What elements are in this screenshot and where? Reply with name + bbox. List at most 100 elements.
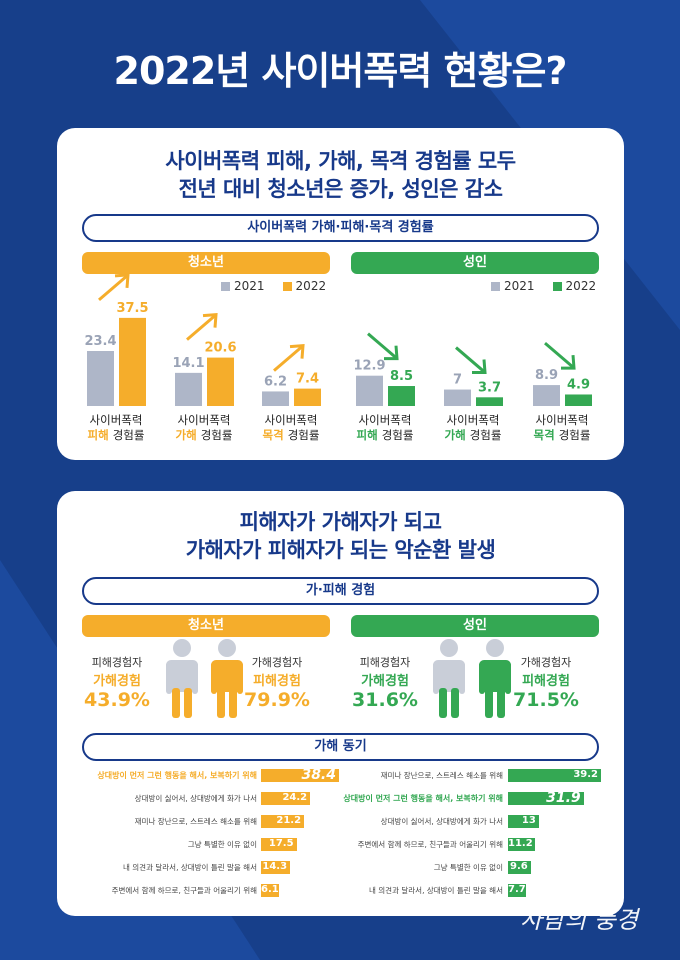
category-label-keyword: 가해 경험률 (176, 428, 233, 442)
value-label-2021: 12.9 (353, 359, 385, 374)
value-label-2022: 3.7 (478, 380, 501, 395)
motive-value: 7.7 (508, 884, 526, 895)
legend-swatch-2022 (552, 281, 562, 291)
legend-label-2021: 2021 (504, 279, 535, 293)
value-label-2022: 7.4 (296, 372, 319, 387)
person-icon (166, 639, 198, 718)
legend-swatch-2021 (491, 281, 500, 291)
motive-value: 13 (521, 815, 536, 826)
category-label-keyword: 가해 경험률 (445, 428, 502, 442)
bar-2021 (533, 385, 560, 406)
cycle-card: 피해자가 가해자가 되고 가해자가 피해자가 되는 악순환 발생 가·피해 경험… (57, 491, 624, 916)
category-label-keyword: 피해 경험률 (88, 428, 145, 442)
value-label-2022: 8.5 (390, 369, 413, 384)
motive-label: 주변에서 함께 하므로, 친구들과 어울리기 위해 (357, 840, 503, 849)
youth-header: 청소년 (82, 252, 330, 274)
motive-bar (261, 815, 305, 828)
motive-pill: 가해 동기 (82, 733, 599, 761)
card1-headline-line1: 사이버폭력 피해, 가해, 목격 경험률 모두 (165, 149, 516, 173)
bar-2022 (476, 397, 503, 406)
category-label: 사이버폭력 (359, 413, 412, 427)
trend-arrow-head (202, 312, 218, 328)
person-icon (433, 639, 465, 718)
category-label: 사이버폭력 (178, 413, 231, 427)
adult-legend: 2021 2022 (491, 279, 596, 293)
pictogram-label: 피해경험자 (359, 656, 411, 669)
motive-label: 주변에서 함께 하므로, 친구들과 어울리기 위해 (111, 886, 257, 895)
bar-2021 (262, 391, 289, 406)
pictogram-sublabel: 가해경험 (93, 674, 141, 689)
motive-bar (508, 815, 539, 828)
motive-label: 상대방이 먼저 그런 행동을 해서, 보복하기 위해 (343, 794, 503, 803)
pictogram-sublabel: 피해경험 (522, 674, 570, 689)
experience-rate-card: 사이버폭력 피해, 가해, 목격 경험률 모두 전년 대비 청소년은 증가, 성… (57, 128, 624, 460)
motive-bar (261, 884, 279, 897)
motive-label: 상대방이 싫어서, 상대방에게 화가 나서 (380, 817, 503, 826)
motive-value: 38.4 (301, 767, 336, 783)
trend-arrow-head (472, 359, 487, 375)
motive-value: 9.6 (510, 861, 528, 872)
motive-label: 내 의견과 달라서, 상대방이 틀린 말을 해서 (123, 863, 257, 872)
category-label-keyword: 피해 경험률 (357, 428, 414, 442)
motive-label: 내 의견과 달라서, 상대방이 틀린 말을 해서 (369, 886, 503, 895)
motive-bar (261, 792, 311, 805)
trend-arrow (544, 341, 574, 369)
pictogram-sublabel: 피해경험 (253, 674, 301, 689)
trend-arrow-head (561, 354, 576, 370)
value-label-2021: 7 (453, 373, 462, 388)
motive-label: 그냥 특별한 이유 없이 (433, 863, 503, 872)
motive-bar (508, 884, 527, 897)
card2-pill: 가·피해 경험 (82, 577, 599, 605)
bar-2022 (119, 317, 146, 406)
card1-pill: 사이버폭력 가해·피해·목격 경험률 (82, 214, 599, 242)
value-label-2021: 8.9 (535, 368, 558, 383)
legend-label-2022: 2022 (295, 279, 327, 293)
bar-2022 (388, 386, 415, 406)
adult-header-2: 성인 (351, 615, 599, 637)
page-title: 2022년 사이버폭력 현황은? (113, 49, 568, 93)
bar-2022 (294, 388, 321, 406)
motive-value: 14.3 (262, 861, 288, 872)
person-icon (211, 639, 243, 718)
motive-label: 상대방이 먼저 그런 행동을 해서, 보복하기 위해 (97, 771, 257, 780)
legend-label-2022: 2022 (565, 279, 597, 293)
card1-headline-line2: 전년 대비 청소년은 증가, 성인은 감소 (178, 177, 503, 201)
value-label-2022: 37.5 (116, 301, 148, 316)
category-label: 사이버폭력 (447, 413, 500, 427)
motive-label: 그냥 특별한 이유 없이 (187, 840, 257, 849)
value-label-2022: 20.6 (204, 341, 236, 356)
motive-label: 상대방이 싫어서, 상대방에게 화가 나서 (134, 794, 257, 803)
category-label-keyword: 목격 경험률 (534, 428, 591, 442)
category-label: 사이버폭력 (90, 413, 143, 427)
pictogram-label: 가해경험자 (251, 656, 303, 669)
person-icon (479, 639, 511, 718)
motive-label: 재미나 장난으로, 스트레스 해소를 위해 (134, 817, 257, 826)
trend-arrow (98, 274, 128, 302)
motive-label: 재미나 장난으로, 스트레스 해소를 위해 (380, 771, 503, 780)
pictogram-label: 피해경험자 (91, 656, 143, 669)
pictogram-percent: 71.5% (513, 689, 579, 711)
category-label: 사이버폭력 (536, 413, 589, 427)
youth-legend: 2021 2022 (221, 279, 326, 293)
legend-swatch-2021 (221, 281, 230, 291)
people-figures (166, 639, 511, 718)
pictogram-label: 가해경험자 (520, 656, 572, 669)
trend-arrow (455, 346, 485, 373)
category-label: 사이버폭력 (265, 413, 318, 427)
value-label-2021: 6.2 (264, 374, 287, 389)
watermark-logo: 사람의 풍경 (520, 906, 639, 934)
motive-value: 6.1 (261, 884, 279, 895)
card2-headline-line1: 피해자가 가해자가 되고 (239, 510, 442, 534)
value-label-2021: 23.4 (84, 334, 116, 349)
motive-value: 31.9 (546, 790, 581, 806)
pictogram-percent: 31.6% (352, 689, 418, 711)
motive-value: 39.2 (573, 769, 598, 780)
trend-arrow-head (114, 273, 130, 288)
motive-bar (261, 769, 339, 782)
motive-bar (261, 838, 297, 851)
trend-arrow (273, 345, 303, 372)
bar-2021 (444, 389, 471, 406)
motive-value: 24.2 (282, 792, 308, 803)
bar-2021 (356, 375, 383, 406)
